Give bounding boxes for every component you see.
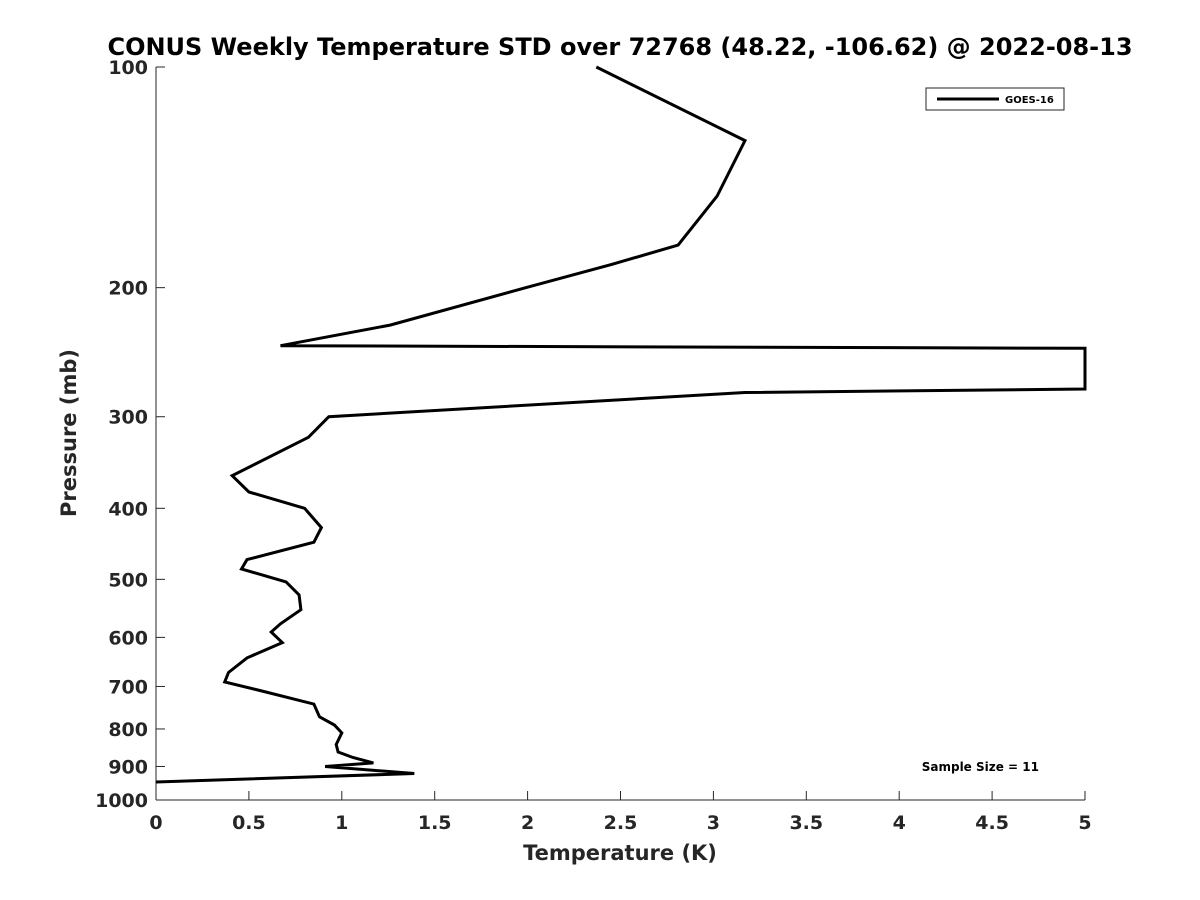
y-tick-label: 600 bbox=[108, 627, 148, 649]
x-tick-label: 2.5 bbox=[604, 812, 638, 834]
x-tick-label: 4.5 bbox=[975, 812, 1009, 834]
y-tick-label: 700 bbox=[108, 676, 148, 698]
y-tick-label: 400 bbox=[108, 498, 148, 520]
x-tick-label: 0 bbox=[149, 812, 162, 834]
y-tick-label: 800 bbox=[108, 719, 148, 741]
x-tick-label: 3.5 bbox=[789, 812, 823, 834]
y-axis-label: Pressure (mb) bbox=[57, 349, 81, 517]
y-tick-label: 1000 bbox=[95, 790, 148, 812]
x-tick-label: 5 bbox=[1078, 812, 1091, 834]
sample-size-annotation: Sample Size = 11 bbox=[922, 760, 1039, 774]
x-tick-label: 0.5 bbox=[232, 812, 266, 834]
y-axis-ticks: 100 200 300 400 500 600 700 800 900 1000 bbox=[95, 57, 165, 812]
chart-title: CONUS Weekly Temperature STD over 72768 … bbox=[107, 33, 1132, 61]
legend-label-goes-16: GOES-16 bbox=[1005, 95, 1054, 106]
x-tick-label: 1 bbox=[335, 812, 348, 834]
x-axis-ticks: 0 0.5 1 1.5 2 2.5 3 3.5 4 4.5 5 bbox=[149, 791, 1092, 834]
x-axis-label: Temperature (K) bbox=[523, 841, 717, 865]
y-tick-label: 900 bbox=[108, 756, 148, 778]
x-tick-label: 3 bbox=[707, 812, 720, 834]
y-tick-label: 500 bbox=[108, 569, 148, 591]
series-layer bbox=[155, 65, 1087, 784]
y-tick-label: 300 bbox=[108, 407, 148, 429]
x-tick-label: 1.5 bbox=[418, 812, 452, 834]
x-tick-label: 2 bbox=[521, 812, 534, 834]
y-tick-label: 100 bbox=[108, 57, 148, 79]
y-tick-label: 200 bbox=[108, 278, 148, 300]
plot-area bbox=[156, 67, 1085, 800]
series-line-goes-16 bbox=[155, 65, 1087, 784]
x-tick-label: 4 bbox=[893, 812, 906, 834]
legend: GOES-16 bbox=[925, 87, 1065, 111]
